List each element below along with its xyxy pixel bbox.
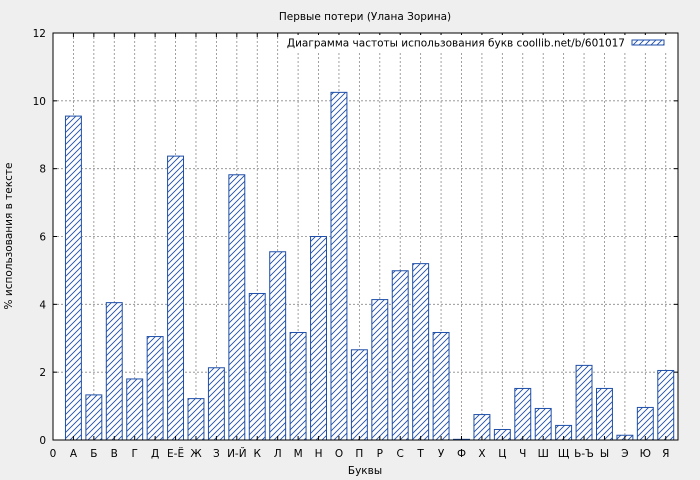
x-tick-label: Г	[131, 448, 137, 460]
legend-box	[284, 35, 676, 51]
x-axis: 0 А Б В Г Д Е-Ё Ж З И-Й К Л М Н О П Р С Т У Ф Х Ц Ч Ш Щ Ь-Ъ Ы Э Ю Я	[50, 33, 669, 460]
bar-7	[187, 398, 205, 441]
y-tick-label: 6	[39, 232, 46, 244]
x-tick-label: Н	[315, 448, 323, 460]
y-axis-label: % использования в тексте	[3, 163, 15, 310]
legend-label: Диаграмма частоты использования букв coo…	[287, 38, 625, 50]
bar-6	[167, 155, 185, 441]
y-tick-label: 8	[39, 164, 46, 176]
x-tick-label: Ш	[538, 448, 549, 460]
x-tick-label: Х	[478, 448, 485, 460]
bar-27	[596, 387, 613, 441]
bar-17	[391, 270, 409, 441]
bar-26	[575, 364, 593, 441]
x-tick-label: Ю	[640, 448, 651, 460]
x-tick-label: Б	[90, 448, 97, 460]
x-tick-label: О	[335, 448, 343, 460]
bar-29	[636, 406, 654, 441]
x-tick-label: П	[355, 448, 363, 460]
x-tick-label: Л	[274, 448, 282, 460]
x-tick-label: Т	[416, 448, 424, 460]
x-tick-label: З	[213, 448, 220, 460]
x-tick-label: У	[438, 448, 445, 460]
legend: Диаграмма частоты использования букв coo…	[284, 35, 676, 51]
y-tick-label: 0	[39, 435, 46, 447]
bar-12	[289, 331, 307, 441]
bar-8	[207, 367, 225, 441]
x-tick-label: С	[397, 448, 404, 460]
x-tick-label: Ж	[190, 448, 202, 460]
bar-4	[126, 378, 144, 441]
bar-1	[64, 115, 82, 441]
bar-24	[534, 407, 552, 441]
y-tick-label: 4	[39, 299, 46, 311]
y-tick-label: 2	[39, 367, 46, 379]
x-tick-label: Ы	[600, 448, 609, 460]
x-tick-label: Ф	[457, 448, 466, 460]
x-tick-label: Э	[621, 448, 628, 460]
x-tick-label: Д	[151, 448, 159, 460]
x-tick-label: Ч	[519, 448, 526, 460]
bar-15	[350, 349, 368, 441]
chart-title: Первые потери (Улана Зорина)	[279, 11, 451, 23]
x-tick-label: Ь-Ъ	[574, 448, 594, 460]
y-tick-label: 12	[33, 28, 46, 40]
bar-19	[432, 331, 450, 441]
bar-23	[514, 387, 532, 441]
x-tick-label: В	[111, 448, 118, 460]
x-axis-label: Буквы	[348, 465, 382, 477]
x-tick-label: Щ	[558, 448, 570, 460]
x-tick-label: И-Й	[227, 447, 247, 460]
bar-11	[269, 251, 287, 441]
x-tick-label: К	[254, 448, 262, 460]
x-tick-label: Е-Ё	[167, 447, 184, 460]
x-tick-label: Ц	[498, 448, 506, 460]
x-tick-label: Р	[377, 448, 383, 460]
bar-5	[146, 336, 164, 441]
bar-14	[330, 91, 348, 441]
bar-9	[228, 174, 246, 441]
bar-3	[105, 302, 123, 441]
x-tick-label: А	[70, 448, 78, 460]
bar-2	[85, 394, 103, 441]
legend-swatch	[631, 39, 665, 46]
bar-16	[371, 299, 389, 441]
bar-18	[412, 263, 430, 441]
bar-10	[248, 292, 266, 441]
y-axis: 0 2 4 6 8 10 12	[33, 28, 678, 447]
bar-30	[657, 369, 675, 441]
y-tick-label: 10	[33, 96, 46, 108]
x-tick-label: 0	[50, 448, 57, 460]
x-tick-label: М	[294, 448, 303, 460]
bar-13	[310, 236, 327, 441]
x-tick-label: Я	[662, 448, 669, 460]
